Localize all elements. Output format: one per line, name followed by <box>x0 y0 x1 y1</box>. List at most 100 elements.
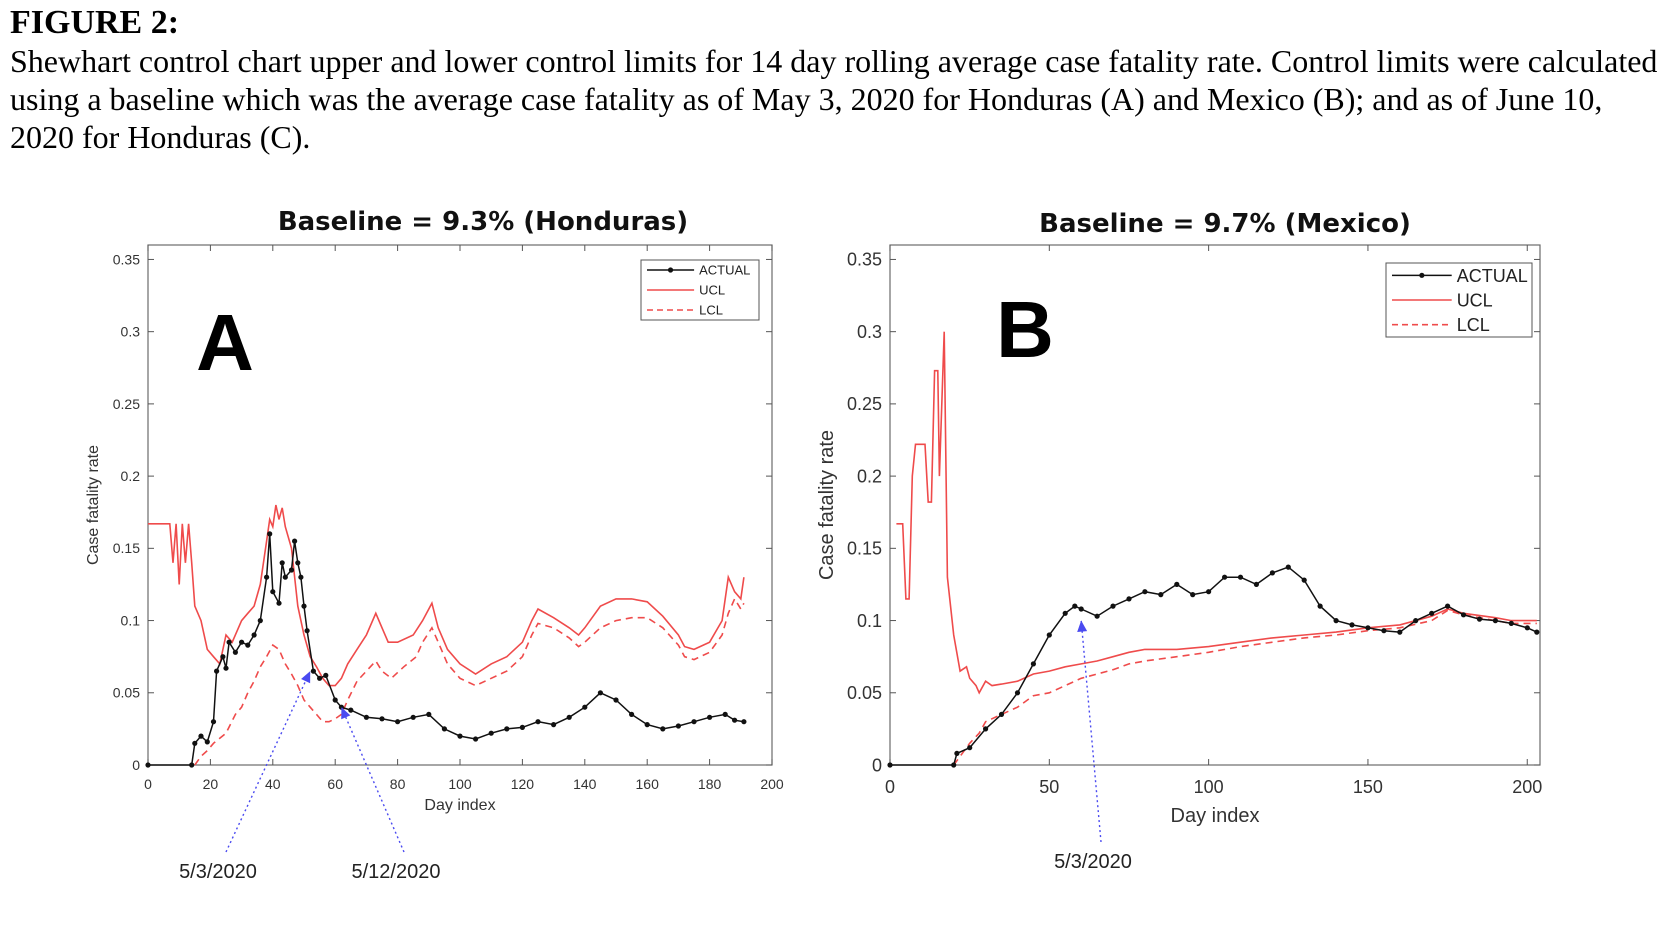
data-point-actual <box>317 675 323 681</box>
annotation-arrow-head <box>1077 620 1088 632</box>
data-point-actual <box>410 714 416 720</box>
series-lcl <box>194 597 745 766</box>
data-point-actual <box>226 639 232 645</box>
data-point-actual <box>1534 629 1540 635</box>
x-tick-label: 40 <box>265 776 281 792</box>
data-point-actual <box>1253 581 1259 588</box>
series-lcl <box>953 609 1537 766</box>
legend-item-lcl: LCL <box>1392 315 1490 335</box>
legend-item-ucl: UCL <box>1392 290 1493 310</box>
data-point-actual <box>298 574 304 580</box>
series-actual <box>887 564 1540 768</box>
data-point-actual <box>276 600 282 606</box>
series-ucl <box>148 504 745 687</box>
x-tick-label: 150 <box>1353 777 1383 797</box>
data-point-actual <box>426 711 432 718</box>
data-point-actual <box>1413 618 1419 624</box>
data-point-actual <box>707 714 713 720</box>
data-point-actual <box>887 762 893 768</box>
figure-header: FIGURE 2: Shewhart control chart upper a… <box>10 4 1660 156</box>
data-point-actual <box>363 714 369 720</box>
chart-title: Baseline = 9.3% (Honduras) <box>278 207 688 237</box>
data-point-actual <box>1174 581 1180 588</box>
data-point-actual <box>395 719 401 725</box>
data-point-actual <box>1381 628 1387 634</box>
series-line-lcl <box>953 609 1537 766</box>
data-point-actual <box>1317 603 1323 609</box>
data-point-actual <box>332 697 338 703</box>
data-point-actual <box>741 719 747 725</box>
series-line-ucl <box>896 331 1537 695</box>
data-point-actual <box>1237 574 1244 580</box>
x-tick-label: 100 <box>448 776 472 792</box>
x-tick-label: 180 <box>698 776 722 792</box>
x-tick-label: 0 <box>144 776 152 792</box>
figure-caption: Shewhart control chart upper and lower c… <box>10 43 1658 155</box>
data-point-actual <box>279 560 285 566</box>
data-point-actual <box>1508 620 1514 627</box>
x-tick-label: 0 <box>885 777 895 797</box>
data-point-actual <box>1158 592 1164 598</box>
legend-item-actual: ACTUAL <box>1392 266 1528 286</box>
legend-label-ucl: UCL <box>699 283 725 298</box>
data-point-actual <box>257 618 263 624</box>
data-point-actual <box>613 697 619 703</box>
data-point-actual <box>1365 625 1371 631</box>
series-line-ucl <box>148 504 745 687</box>
y-tick-label: 0.15 <box>113 540 140 556</box>
data-point-actual <box>473 736 479 742</box>
data-point-actual <box>551 722 557 728</box>
chart-panel-a: Baseline = 9.3% (Honduras) 0 0.05 0.1 0.15 0.… <box>85 207 784 883</box>
data-point-actual <box>214 668 220 674</box>
data-point-actual <box>1429 610 1435 616</box>
data-point-actual <box>348 707 354 713</box>
data-point-actual <box>441 726 447 732</box>
data-point-actual <box>189 762 195 768</box>
data-point-actual <box>566 714 572 720</box>
data-point-actual <box>951 762 957 768</box>
data-point-actual <box>282 574 288 580</box>
data-point-actual <box>245 642 251 648</box>
x-tick-label: 200 <box>1512 777 1542 797</box>
y-tick-label: 0.05 <box>847 683 882 703</box>
annotation-arrow-line <box>225 670 311 853</box>
data-point-actual <box>1301 577 1307 583</box>
y-tick-label: 0.25 <box>847 394 882 414</box>
data-point-actual <box>1030 661 1036 667</box>
data-point-actual <box>223 665 229 671</box>
data-point-actual <box>288 567 295 573</box>
data-point-actual <box>1445 603 1451 609</box>
data-point-actual <box>644 722 650 728</box>
data-point-actual <box>1014 690 1021 696</box>
data-point-actual <box>519 724 526 731</box>
data-point-actual <box>251 632 257 638</box>
data-point-actual <box>192 740 198 746</box>
data-point-actual <box>210 719 217 725</box>
legend-label-ucl: UCL <box>1457 290 1493 310</box>
data-point-actual <box>204 739 210 745</box>
data-point-actual <box>198 733 204 739</box>
data-point-actual <box>597 690 604 696</box>
data-point-actual <box>264 574 270 580</box>
data-point-actual <box>1094 613 1100 619</box>
legend-item-ucl: UCL <box>647 283 725 298</box>
data-point-actual <box>1397 629 1403 635</box>
annotation-label: 5/12/2020 <box>352 861 441 883</box>
data-point-actual <box>535 719 541 725</box>
data-point-actual <box>270 589 276 595</box>
annotation-arrow-line <box>340 706 405 853</box>
data-point-actual <box>660 726 666 732</box>
legend: ACTUAL UCL LCL <box>1385 262 1533 338</box>
data-point-actual <box>379 716 385 722</box>
data-point-actual <box>145 762 151 768</box>
y-axis-label: Case fatality rate <box>85 445 102 565</box>
x-tick-label: 140 <box>573 776 597 792</box>
chart-panel-b: Baseline = 9.7% (Mexico) 0 0.05 0.1 0.15 0.2 0… <box>816 209 1542 873</box>
y-tick-label: 0.05 <box>113 685 140 701</box>
data-point-actual <box>1476 616 1483 622</box>
data-point-actual <box>267 531 273 537</box>
x-axis-label: Day index <box>1171 805 1260 827</box>
data-point-actual <box>582 704 588 710</box>
data-point-actual <box>1349 622 1355 628</box>
data-point-actual <box>1072 603 1078 609</box>
